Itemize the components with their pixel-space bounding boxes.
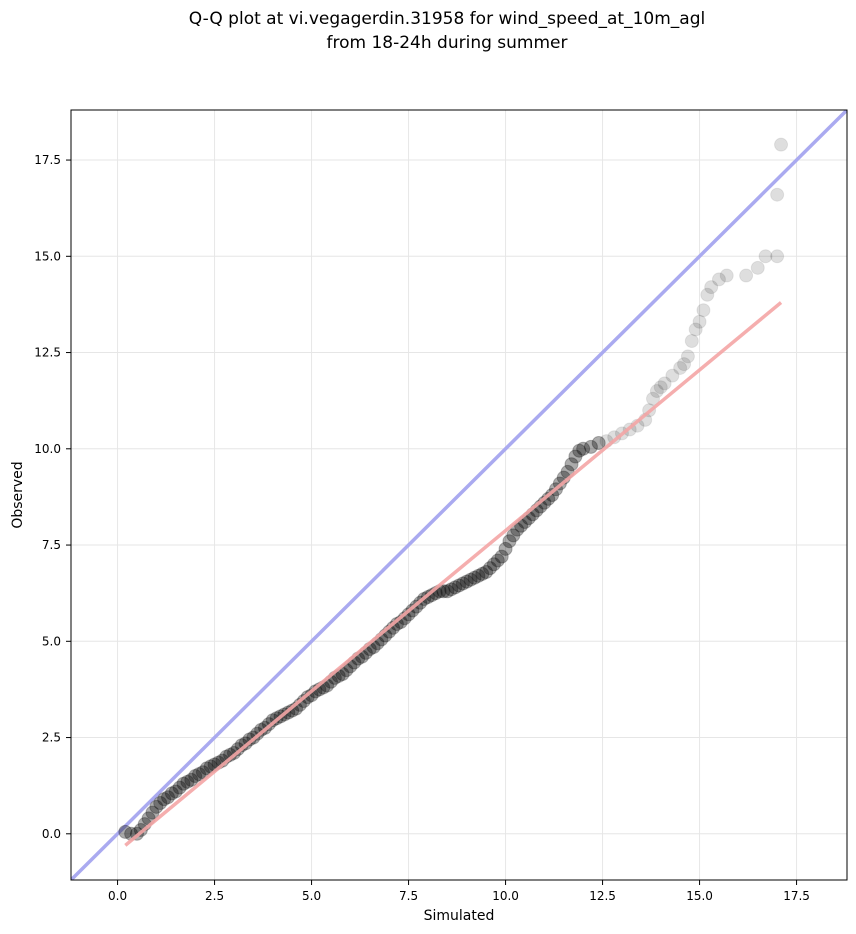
qq-point	[242, 732, 257, 747]
x-tick-label: 15.0	[686, 889, 713, 903]
qq-point	[254, 722, 269, 737]
qq-point	[161, 790, 175, 805]
qq-point	[688, 322, 703, 337]
qq-point	[564, 457, 579, 472]
qq-point	[700, 287, 715, 302]
qq-point	[719, 268, 734, 283]
qq-point	[149, 799, 164, 814]
qq-point	[684, 334, 699, 348]
y-axis-label: Observed	[10, 461, 26, 528]
chart-title-line-2: from 18-24h during summer	[327, 33, 568, 53]
qq-point	[665, 368, 680, 383]
y-tick-label: 0.0	[42, 827, 61, 841]
qq-point	[436, 584, 451, 599]
y-axis-ticks: 0.0 2.5 5.0 7.5 10.0 12.5 15.0 17.5	[34, 153, 71, 841]
qq-point	[649, 384, 664, 399]
qq-point	[118, 824, 133, 839]
qq-point	[673, 360, 688, 375]
qq-point	[490, 553, 505, 568]
qq-point	[455, 576, 470, 591]
qq-point	[486, 557, 501, 572]
qq-point	[265, 713, 280, 728]
x-axis-label: Simulated	[424, 908, 495, 924]
qq-point	[774, 137, 789, 152]
qq-point	[192, 767, 207, 782]
qq-point	[711, 272, 726, 287]
qq-point	[475, 566, 490, 581]
qq-point	[646, 391, 660, 406]
x-tick-label: 7.5	[399, 889, 418, 903]
qq-point	[172, 780, 187, 795]
qq-point	[180, 774, 195, 789]
qq-point	[176, 776, 191, 791]
qq-point	[653, 380, 668, 395]
qq-point	[494, 549, 509, 564]
qq-point	[195, 765, 210, 780]
qq-point	[440, 584, 455, 599]
qq-point	[576, 441, 591, 456]
x-axis-ticks: 0.0 2.5 5.0 7.5 10.0 12.5 15.0 17.5	[108, 880, 810, 903]
qq-point	[463, 572, 478, 587]
qq-point	[677, 357, 692, 372]
qq-point	[448, 580, 463, 595]
qq-point	[483, 561, 498, 576]
qq-point	[157, 792, 172, 807]
qq-point	[568, 449, 583, 464]
chart-title-line-1: Q-Q plot at vi.vegagerdin.31958 for wind…	[189, 9, 705, 29]
y-tick-label: 5.0	[42, 634, 61, 648]
qq-point	[188, 769, 203, 784]
qq-point	[696, 303, 711, 318]
y-tick-label: 17.5	[34, 153, 61, 167]
x-tick-label: 2.5	[205, 889, 224, 903]
qq-point	[184, 772, 199, 787]
fit-line	[124, 301, 783, 847]
y-tick-label: 7.5	[42, 538, 61, 552]
qq-point	[758, 249, 773, 264]
qq-point	[405, 603, 420, 618]
qq-point	[680, 349, 695, 364]
plot-frame	[70, 109, 848, 881]
qq-point	[452, 578, 466, 593]
qq-point	[153, 796, 168, 810]
x-tick-label: 12.5	[589, 889, 616, 903]
qq-point	[506, 528, 521, 543]
qq-point	[459, 574, 474, 589]
y-tick-label: 12.5	[34, 346, 61, 360]
qq-point	[479, 565, 494, 579]
identity-line	[71, 110, 847, 880]
qq-point	[230, 742, 245, 757]
qq-point	[770, 249, 785, 264]
x-tick-label: 0.0	[108, 889, 127, 903]
qq-point	[471, 568, 486, 583]
qq-point	[657, 376, 672, 391]
qq-point	[168, 784, 183, 799]
y-tick-label: 2.5	[42, 731, 61, 745]
qq-point	[739, 268, 754, 283]
x-tick-label: 17.5	[783, 889, 810, 903]
qq-point	[591, 436, 606, 451]
qq-point	[545, 488, 560, 502]
qq-point	[704, 280, 719, 295]
qq-point	[145, 805, 160, 820]
grid-lines	[71, 110, 847, 880]
qq-point	[444, 582, 459, 597]
qq-point	[583, 439, 598, 454]
qq-point	[199, 761, 214, 776]
y-tick-label: 10.0	[34, 442, 61, 456]
qq-point	[770, 187, 785, 202]
qq-point	[164, 786, 179, 801]
qq-point	[572, 443, 587, 458]
x-tick-label: 5.0	[302, 889, 321, 903]
qq-point	[502, 534, 517, 549]
qq-point	[498, 541, 513, 556]
qq-point	[692, 314, 707, 329]
y-tick-label: 15.0	[34, 249, 61, 263]
x-tick-label: 10.0	[492, 889, 519, 903]
qq-point	[467, 570, 482, 585]
qq-point	[750, 260, 765, 275]
